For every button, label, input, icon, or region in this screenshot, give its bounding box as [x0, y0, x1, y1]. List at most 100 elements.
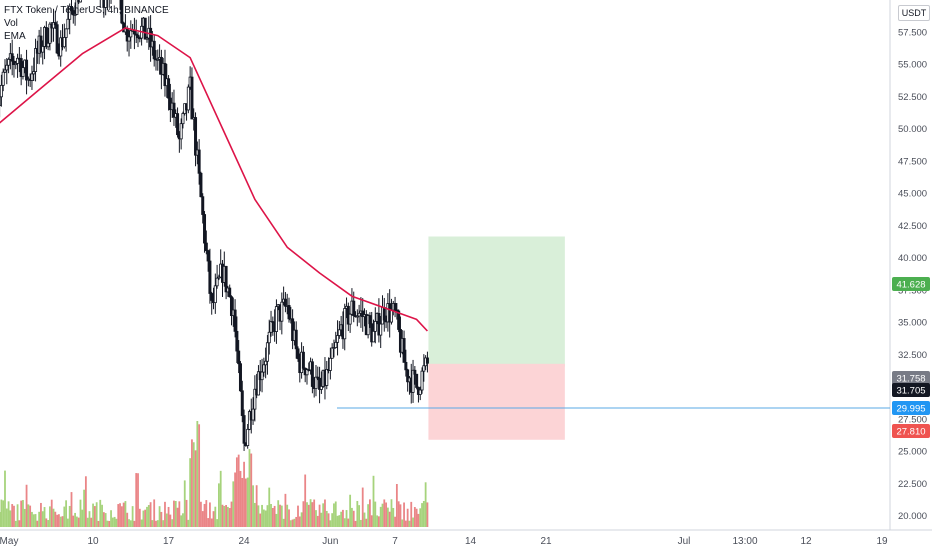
price-badge-label: 29.995 [896, 404, 925, 415]
price-badge-label: 27.810 [896, 427, 925, 438]
volume-bar [389, 512, 391, 527]
volume-bar [72, 516, 74, 527]
candle-body [403, 338, 405, 362]
candle-body [344, 308, 346, 338]
volume-bar [105, 513, 107, 527]
volume-bar [302, 501, 304, 527]
volume-bar [202, 511, 204, 527]
price-tick-label: 32.500 [898, 350, 927, 361]
symbol-title[interactable]: FTX Token / TetherUS, 4h, BINANCE [4, 4, 169, 17]
candle-body [234, 310, 236, 331]
volume-bar [110, 510, 112, 527]
volume-bar [294, 519, 296, 527]
volume-bar [405, 521, 407, 527]
volume-bar [53, 509, 55, 527]
volume-bar [227, 507, 229, 527]
volume-bar [191, 439, 193, 527]
volume-bar [83, 490, 85, 527]
volume-bar [276, 514, 278, 527]
price-tick-label: 57.500 [898, 27, 927, 38]
volume-bar [378, 516, 380, 527]
price-tick-label: 55.000 [898, 60, 927, 71]
candle-body [390, 310, 392, 322]
candle-body [331, 348, 333, 358]
time-tick-label: 10 [88, 536, 100, 547]
volume-bar [290, 520, 292, 527]
volume-bar [182, 513, 184, 527]
volume-bar [326, 511, 328, 527]
volume-bar [258, 505, 260, 527]
volume-bar [232, 481, 234, 527]
volume-bar [0, 500, 2, 527]
time-tick-label: May [0, 536, 18, 547]
volume-bar [187, 520, 189, 527]
candle-body [349, 314, 351, 324]
candle-body [281, 302, 283, 321]
volume-bar [229, 508, 231, 527]
currency-badge[interactable]: USDT [898, 5, 930, 21]
candle-body [243, 416, 245, 444]
volume-bar [159, 506, 161, 527]
volume-bar [71, 492, 73, 527]
volume-bar [87, 518, 89, 527]
volume-bar [2, 500, 4, 527]
volume-bar [143, 511, 145, 527]
time-tick-label: 19 [876, 536, 888, 547]
volume-bar [382, 504, 384, 527]
volume-bar [198, 424, 200, 527]
volume-bar [265, 510, 267, 527]
volume-bar [40, 503, 42, 527]
volume-bar [211, 519, 213, 527]
volume-indicator-label[interactable]: Vol [4, 17, 169, 30]
volume-bar [240, 471, 242, 527]
time-tick-label: 14 [465, 536, 477, 547]
volume-bar [153, 499, 155, 527]
volume-bar [78, 518, 80, 527]
volume-bar [171, 519, 173, 527]
volume-bar [267, 505, 269, 527]
candle-body [176, 114, 178, 135]
volume-bar [358, 505, 360, 527]
candle-body [241, 391, 243, 416]
ema-indicator-label[interactable]: EMA [4, 30, 169, 43]
volume-bar [164, 502, 166, 527]
volume-bar [11, 504, 13, 527]
volume-bar [112, 518, 114, 527]
volume-bar [214, 507, 216, 527]
price-badge-target: 41.628 [892, 277, 930, 291]
volume-bar [134, 521, 136, 527]
volume-bar [347, 519, 349, 527]
volume-bar [114, 517, 116, 527]
price-badge-gray: 31.758 [892, 371, 930, 385]
volume-bar [213, 511, 215, 527]
volume-bar [184, 480, 186, 527]
volume-bar [342, 510, 344, 527]
price-badge-label: 31.705 [896, 386, 925, 397]
volume-bar [85, 476, 87, 527]
volume-bar [335, 501, 337, 527]
volume-bar [98, 521, 100, 527]
volume-bar [295, 517, 297, 527]
volume-bar [349, 495, 351, 527]
volume-bar [247, 478, 249, 527]
volume-bar [403, 503, 405, 527]
candle-body [207, 251, 209, 261]
volume-bar [6, 509, 8, 527]
volume-bar [353, 511, 355, 527]
volume-bar [277, 500, 279, 527]
volume-bar [4, 471, 6, 527]
volume-bar [311, 502, 313, 527]
volume-bar [148, 505, 150, 527]
candle-body [270, 322, 272, 333]
time-tick-label: Jun [322, 536, 338, 547]
volume-bar [38, 512, 40, 527]
candle-body [167, 79, 169, 98]
volume-bar [416, 509, 418, 527]
volume-bar [256, 485, 258, 527]
volume-bar [304, 475, 306, 527]
volume-bar [177, 508, 179, 527]
volume-bar [322, 503, 324, 527]
volume-bar [101, 505, 103, 527]
